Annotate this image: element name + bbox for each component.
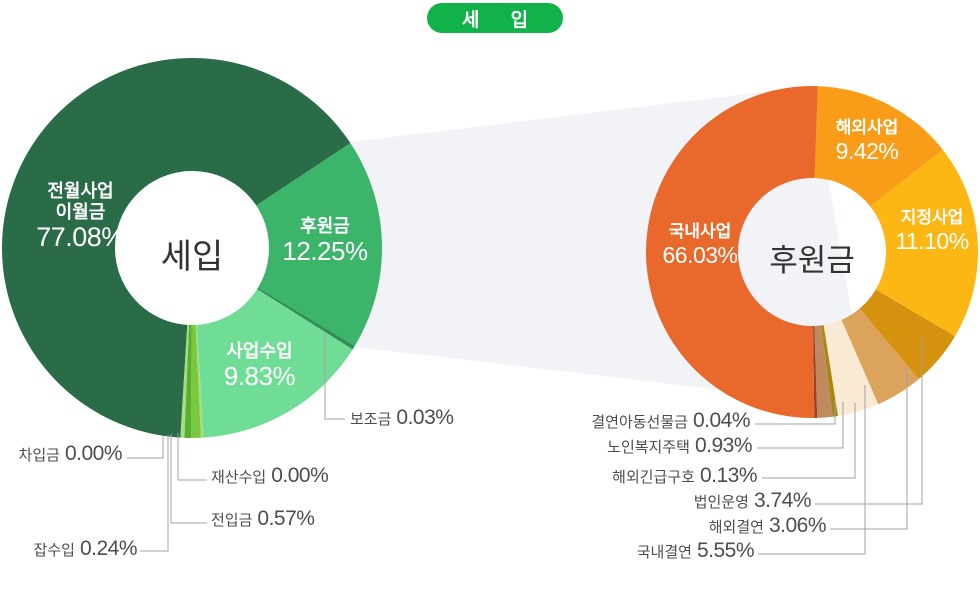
- leader-line-property-income: [177, 433, 207, 481]
- leader-line-subsidy: [324, 333, 345, 420]
- callout-overseas-emergency-relief: 해외긴급구호 0.13%: [612, 464, 757, 487]
- carryover-percent: 77.08%: [36, 222, 125, 253]
- leader-line-overseas-sponsorship: [830, 368, 908, 530]
- slice-label-designated-business: 지정사업 11.10%: [895, 208, 969, 254]
- slice-carryover: [2, 57, 351, 438]
- callout-overseas-sponsorship: 해외결연 3.06%: [708, 514, 827, 537]
- slice-borrowing: [180, 324, 189, 438]
- slice-overseas-sponsorship: [841, 308, 919, 405]
- leader-line-borrowing: [127, 436, 164, 459]
- leader-line-sponsored-child-gift: [755, 400, 836, 425]
- carryover-name-line1: 전월사업: [47, 181, 114, 201]
- callout-senior-welfare-housing: 노인복지주택 0.93%: [607, 434, 752, 457]
- slice-label-donation: 후원금 12.25%: [282, 216, 368, 266]
- carryover-name-line2: 이월금: [55, 201, 106, 222]
- callout-misc-income: 잡수입 0.24%: [33, 537, 138, 560]
- slice-label-business-income: 사업수입 9.83%: [223, 341, 296, 391]
- leader-line-transfer-in: [170, 434, 207, 524]
- slice-label-carryover: 전월사업 이월금 77.08%: [8, 181, 153, 253]
- callout-borrowing: 차입금 0.00%: [18, 442, 123, 465]
- slice-misc-income: [184, 324, 192, 438]
- leader-line-misc-income: [140, 435, 169, 552]
- leader-line-corporate-operation: [815, 337, 923, 505]
- callout-sponsored-child-gift: 결연아동선물금 0.04%: [591, 409, 750, 432]
- slice-transfer-in: [191, 324, 201, 439]
- slice-business-income: [196, 289, 353, 438]
- leader-line-domestic-sponsorship: [758, 385, 866, 555]
- slice-corporate-operation: [859, 289, 956, 380]
- callout-subsidy: 보조금 0.03%: [350, 406, 454, 429]
- right-donut-center-label: 후원금: [769, 243, 855, 278]
- revenue-badge: 세 입: [427, 3, 563, 33]
- slice-sponsored-child-gift: [813, 325, 818, 418]
- slice-label-domestic-business: 국내사업 66.03%: [662, 222, 738, 268]
- slice-overseas-business: [814, 86, 943, 207]
- callout-property-income: 재산수입 0.00%: [211, 464, 329, 487]
- leader-line-senior-welfare-housing: [757, 402, 844, 449]
- slice-donation: [256, 143, 382, 346]
- left-donut-center-label: 세입: [160, 238, 224, 276]
- callout-transfer-in: 전입금 0.57%: [211, 507, 315, 530]
- slice-senior-welfare-housing: [814, 325, 833, 418]
- slice-domestic-business: [646, 86, 818, 418]
- callout-domestic-sponsorship: 국내결연 5.55%: [636, 539, 755, 562]
- slice-subsidy: [257, 287, 355, 350]
- slice-designated-business: [870, 149, 978, 337]
- slice-overseas-emergency-relief: [821, 325, 838, 417]
- slice-label-overseas-business: 해외사업 9.42%: [835, 118, 899, 164]
- revenue-badge-label: 세 입: [461, 9, 542, 31]
- leader-line-overseas-emergency-relief: [762, 403, 856, 479]
- slice-property-income: [195, 324, 204, 438]
- callout-corporate-operation: 법인운영 3.74%: [693, 489, 812, 512]
